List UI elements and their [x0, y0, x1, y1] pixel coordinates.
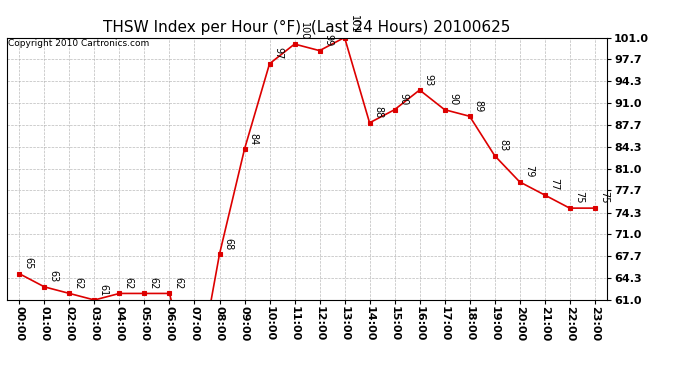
- Text: 90: 90: [399, 93, 408, 105]
- Text: 101: 101: [348, 15, 359, 33]
- Text: Copyright 2010 Cartronics.com: Copyright 2010 Cartronics.com: [8, 39, 149, 48]
- Text: 75: 75: [574, 192, 584, 204]
- Text: 100: 100: [299, 21, 308, 40]
- Text: 89: 89: [474, 100, 484, 112]
- Text: 88: 88: [374, 106, 384, 118]
- Text: 79: 79: [524, 165, 534, 178]
- Text: 68: 68: [224, 238, 234, 250]
- Text: 75: 75: [599, 192, 609, 204]
- Text: 62: 62: [124, 277, 134, 289]
- Text: 47: 47: [0, 374, 1, 375]
- Text: 62: 62: [74, 277, 83, 289]
- Text: 90: 90: [448, 93, 459, 105]
- Text: 84: 84: [248, 133, 259, 145]
- Text: 63: 63: [48, 270, 59, 283]
- Text: 62: 62: [174, 277, 184, 289]
- Text: 99: 99: [324, 34, 334, 46]
- Text: 61: 61: [99, 284, 108, 296]
- Text: 65: 65: [23, 257, 34, 270]
- Text: 83: 83: [499, 139, 509, 152]
- Text: 62: 62: [148, 277, 159, 289]
- Title: THSW Index per Hour (°F)  (Last 24 Hours) 20100625: THSW Index per Hour (°F) (Last 24 Hours)…: [104, 20, 511, 35]
- Text: 93: 93: [424, 74, 434, 86]
- Text: 97: 97: [274, 47, 284, 60]
- Text: 77: 77: [549, 178, 559, 191]
